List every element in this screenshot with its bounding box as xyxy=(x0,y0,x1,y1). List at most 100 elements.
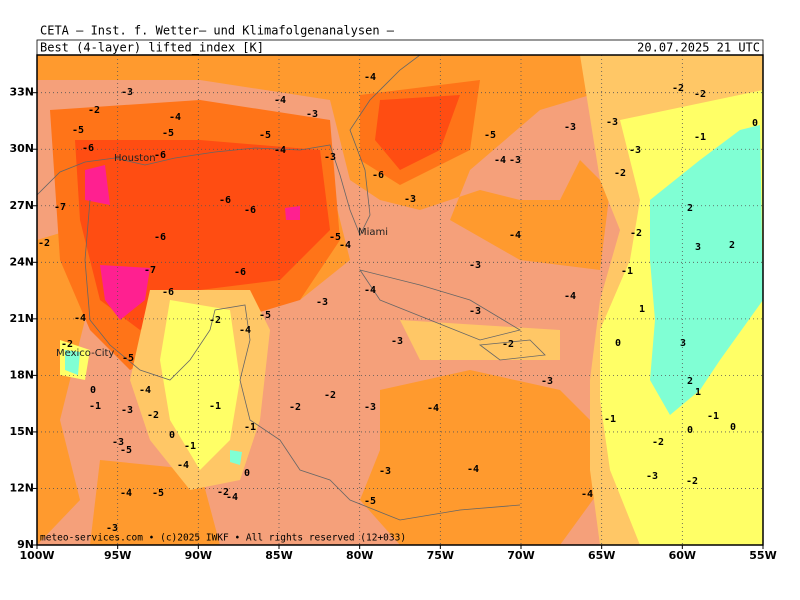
contour-label: -6 xyxy=(162,287,174,298)
contour-label: -1 xyxy=(244,422,256,433)
contour-label: -6 xyxy=(154,232,166,243)
y-tick-label: 18N xyxy=(9,368,34,381)
x-tick-label: 100W xyxy=(19,549,54,562)
contour-label: -3 xyxy=(364,402,376,413)
y-tick-label: 15N xyxy=(9,425,34,438)
contour-label: -5 xyxy=(329,232,341,243)
contour-label: -3 xyxy=(629,145,641,156)
y-tick-label: 27N xyxy=(9,199,34,212)
contour-label: -1 xyxy=(694,132,706,143)
x-tick-label: 90W xyxy=(185,549,212,562)
valid-time: 20.07.2025 21 UTC xyxy=(637,41,760,55)
contour-label: -5 xyxy=(484,130,496,141)
x-tick-label: 95W xyxy=(104,549,131,562)
contour-labels: HoustonMiamiMexico-City-3-4-2-5-4-5-6-6-… xyxy=(38,72,758,534)
contour-label: -5 xyxy=(152,488,164,499)
coastlines xyxy=(37,55,546,521)
contour-label: -4 xyxy=(509,230,521,241)
contour-label: 2 xyxy=(687,203,693,214)
contour-label: -2 xyxy=(289,402,301,413)
contour-label: 0 xyxy=(730,422,736,433)
footer: meteo-services.com • (c)2025 IWKF • All … xyxy=(40,533,406,544)
contour-label: -3 xyxy=(324,152,336,163)
contour-label: -6 xyxy=(234,267,246,278)
contour-label: -2 xyxy=(502,339,514,350)
x-tick-label: 65W xyxy=(588,549,615,562)
contour-label: -3 xyxy=(121,87,133,98)
contour-label: -4 xyxy=(74,313,86,324)
contour-label: -3 xyxy=(316,297,328,308)
contour-label: 0 xyxy=(615,338,621,349)
header-title: CETA — Inst. f. Wetter— und Klimafolgena… xyxy=(40,24,395,38)
contour-label: -4 xyxy=(226,492,238,503)
contour-label: -4 xyxy=(177,460,189,471)
contour-label: -2 xyxy=(694,89,706,100)
x-tick-label: 70W xyxy=(507,549,534,562)
contour-label: -3 xyxy=(469,260,481,271)
contour-label: -4 xyxy=(364,72,376,83)
contour-label: -4 xyxy=(427,403,439,414)
contour-label: -6 xyxy=(372,170,384,181)
contour-label: -2 xyxy=(672,83,684,94)
contour-label: -3 xyxy=(391,336,403,347)
contour-label: -2 xyxy=(209,315,221,326)
contour-label: -5 xyxy=(259,130,271,141)
y-tick-label: 12N xyxy=(9,481,34,494)
contour-label: 3 xyxy=(695,242,701,253)
contour-label: -3 xyxy=(564,122,576,133)
field-positive xyxy=(65,125,763,465)
contour-label: -4 xyxy=(169,112,181,123)
contour-label: -2 xyxy=(652,437,664,448)
contour-label: -2 xyxy=(217,487,229,498)
contour-label: -4 xyxy=(274,145,286,156)
contour-label: 2 xyxy=(687,376,693,387)
contour-label: -3 xyxy=(112,437,124,448)
y-tick-label: 30N xyxy=(9,142,34,155)
y-tick-label: 33N xyxy=(9,86,34,99)
contour-label: -4 xyxy=(139,385,151,396)
field-layer xyxy=(37,55,763,545)
contour-label: -5 xyxy=(259,310,271,321)
contour-label: -3 xyxy=(121,405,133,416)
x-tick-label: 60W xyxy=(669,549,696,562)
x-tick-label: 75W xyxy=(427,549,454,562)
contour-label: -7 xyxy=(144,265,156,276)
contour-label: -3 xyxy=(606,117,618,128)
contour-label: -2 xyxy=(686,476,698,487)
contour-label: -2 xyxy=(324,390,336,401)
contour-label: -1 xyxy=(604,414,616,425)
contour-label: -3 xyxy=(106,523,118,534)
x-tick-label: 85W xyxy=(265,549,292,562)
field-m7 xyxy=(85,165,300,320)
y-tick-label: 24N xyxy=(9,255,34,268)
contour-label: -4 xyxy=(467,464,479,475)
contour-label: -4 xyxy=(239,325,251,336)
contour-label: -3 xyxy=(306,109,318,120)
contour-label: 2 xyxy=(729,240,735,251)
contour-label: -2 xyxy=(614,168,626,179)
contour-label: -5 xyxy=(122,353,134,364)
contour-label: -4 xyxy=(581,489,593,500)
contour-label: -6 xyxy=(82,143,94,154)
contour-label: -2 xyxy=(147,410,159,421)
contour-label: -1 xyxy=(209,401,221,412)
contour-label: -4 xyxy=(274,95,286,106)
contour-label: -1 xyxy=(89,401,101,412)
contour-label: -4 xyxy=(564,291,576,302)
contour-label: -3 xyxy=(469,306,481,317)
contour-label: -4 xyxy=(364,285,376,296)
contour-label: -3 xyxy=(379,466,391,477)
field-name: Best (4-layer) lifted_index [K] xyxy=(40,41,264,55)
contour-label: -1 xyxy=(621,266,633,277)
contour-label: -2 xyxy=(88,105,100,116)
contour-label: -6 xyxy=(244,205,256,216)
contour-label: -7 xyxy=(54,202,66,213)
contour-label: -3 xyxy=(509,155,521,166)
x-tick-label: 80W xyxy=(346,549,373,562)
contour-label: -6 xyxy=(219,195,231,206)
contour-label: -3 xyxy=(541,376,553,387)
city-label: Mexico-City xyxy=(56,348,114,359)
contour-label: 0 xyxy=(169,430,175,441)
city-label: Miami xyxy=(358,227,388,238)
